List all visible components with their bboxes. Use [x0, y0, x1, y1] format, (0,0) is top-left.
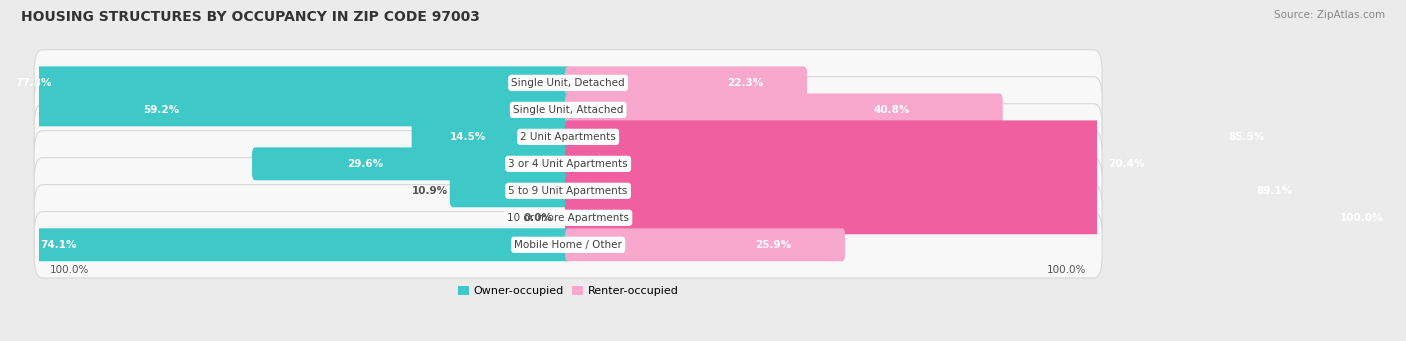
- Text: 77.8%: 77.8%: [15, 78, 52, 88]
- Text: 5 to 9 Unit Apartments: 5 to 9 Unit Apartments: [509, 186, 628, 196]
- Text: 2 Unit Apartments: 2 Unit Apartments: [520, 132, 616, 142]
- Text: 14.5%: 14.5%: [450, 132, 486, 142]
- Text: 3 or 4 Unit Apartments: 3 or 4 Unit Apartments: [509, 159, 628, 169]
- Text: Single Unit, Attached: Single Unit, Attached: [513, 105, 623, 115]
- Text: 40.8%: 40.8%: [873, 105, 910, 115]
- FancyBboxPatch shape: [450, 174, 571, 207]
- Text: 10.9%: 10.9%: [412, 186, 447, 196]
- Text: 10 or more Apartments: 10 or more Apartments: [508, 213, 628, 223]
- Text: 89.1%: 89.1%: [1257, 186, 1292, 196]
- FancyBboxPatch shape: [0, 93, 571, 126]
- FancyBboxPatch shape: [565, 201, 1406, 234]
- FancyBboxPatch shape: [565, 228, 845, 261]
- FancyBboxPatch shape: [565, 120, 1406, 153]
- FancyBboxPatch shape: [565, 147, 1316, 180]
- Text: 22.3%: 22.3%: [727, 78, 763, 88]
- FancyBboxPatch shape: [0, 228, 571, 261]
- Legend: Owner-occupied, Renter-occupied: Owner-occupied, Renter-occupied: [457, 286, 679, 296]
- FancyBboxPatch shape: [412, 120, 571, 153]
- Text: 74.1%: 74.1%: [41, 240, 77, 250]
- FancyBboxPatch shape: [0, 66, 571, 99]
- FancyBboxPatch shape: [565, 174, 1406, 207]
- Text: 100.0%: 100.0%: [51, 265, 90, 275]
- Text: HOUSING STRUCTURES BY OCCUPANCY IN ZIP CODE 97003: HOUSING STRUCTURES BY OCCUPANCY IN ZIP C…: [21, 10, 479, 24]
- Text: 59.2%: 59.2%: [143, 105, 180, 115]
- Text: 25.9%: 25.9%: [755, 240, 792, 250]
- FancyBboxPatch shape: [34, 184, 1102, 251]
- FancyBboxPatch shape: [34, 158, 1102, 224]
- Text: 70.4%: 70.4%: [1108, 159, 1144, 169]
- Text: 100.0%: 100.0%: [1047, 265, 1087, 275]
- FancyBboxPatch shape: [34, 212, 1102, 278]
- Text: Source: ZipAtlas.com: Source: ZipAtlas.com: [1274, 10, 1385, 20]
- Text: 100.0%: 100.0%: [1340, 213, 1384, 223]
- FancyBboxPatch shape: [565, 66, 807, 99]
- FancyBboxPatch shape: [565, 93, 1002, 126]
- FancyBboxPatch shape: [34, 50, 1102, 116]
- FancyBboxPatch shape: [252, 147, 571, 180]
- FancyBboxPatch shape: [34, 104, 1102, 170]
- FancyBboxPatch shape: [34, 131, 1102, 197]
- Text: Single Unit, Detached: Single Unit, Detached: [512, 78, 624, 88]
- Text: Mobile Home / Other: Mobile Home / Other: [515, 240, 621, 250]
- Text: 85.5%: 85.5%: [1227, 132, 1264, 142]
- FancyBboxPatch shape: [34, 77, 1102, 143]
- Text: 29.6%: 29.6%: [347, 159, 382, 169]
- Text: 0.0%: 0.0%: [523, 213, 553, 223]
